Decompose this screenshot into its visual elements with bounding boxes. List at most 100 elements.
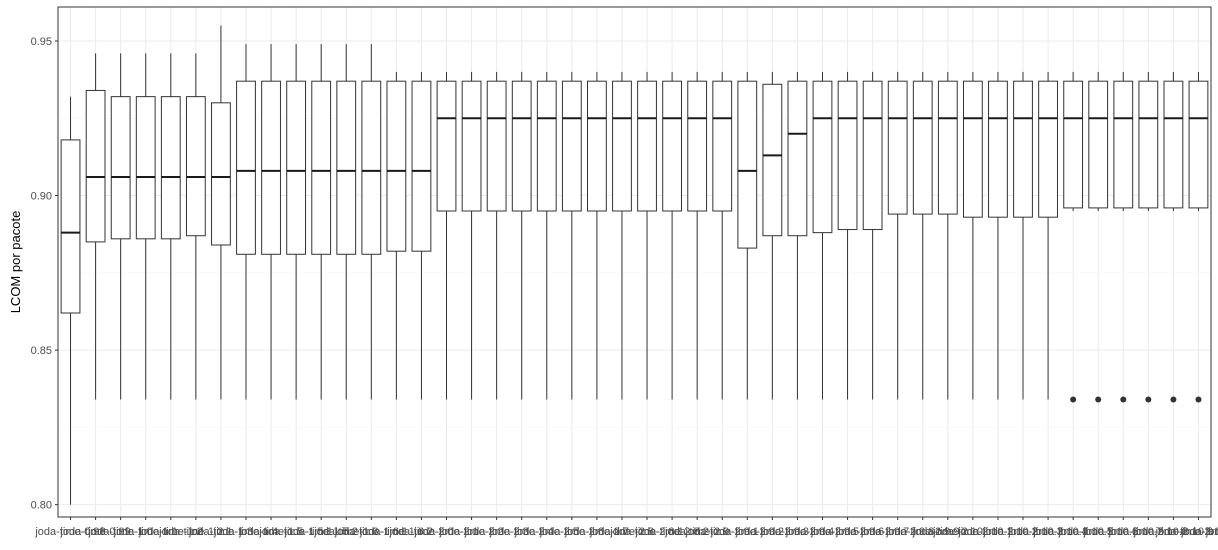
box-body (110, 96, 131, 240)
x-tick-label: joda-time-2.10.11 (1180, 526, 1218, 538)
box-body (486, 80, 507, 212)
box-body (837, 80, 858, 231)
box-13 (361, 44, 382, 400)
x-tick-label: joda-time-2.10.1 (932, 526, 1013, 538)
box-42 (1088, 71, 1109, 403)
x-tick-label: joda-time-2.8 (589, 526, 654, 538)
x-tick-label: joda-time-0.98 (34, 526, 105, 538)
x-tick-label: joda-time-2.9.7 (835, 526, 909, 538)
y-axis-title: LCOM por pacote (8, 211, 23, 314)
box-24 (637, 71, 657, 400)
y-axis: 0.80 0.85 0.90 0.95 (31, 36, 58, 512)
box-15 (411, 71, 432, 400)
box-5 (160, 53, 181, 400)
box-body (461, 80, 482, 212)
x-tick-label: joda-time-0.99 (59, 526, 130, 538)
box-45 (1163, 71, 1184, 403)
box-body (1138, 80, 1159, 209)
box-body (1063, 80, 1084, 209)
box-22 (587, 71, 607, 400)
x-tick-label: joda-time-2.9.8 (860, 526, 934, 538)
box-body (787, 80, 808, 237)
x-tick-label: joda-time-2.9.5 (785, 526, 859, 538)
x-tick-label: joda-time-2.10.3 (982, 526, 1063, 538)
box-43 (1113, 71, 1134, 403)
box-body (436, 80, 457, 212)
box-body (286, 80, 307, 255)
box-body (1113, 80, 1134, 209)
x-tick-label: joda-time-2.10.8 (1108, 526, 1189, 538)
outlier-point (1070, 396, 1077, 403)
box-body (411, 80, 432, 252)
box-body (211, 102, 231, 246)
box-19 (511, 71, 532, 400)
box-body (261, 80, 281, 255)
x-tick-label: joda-time-1.5.1 (258, 526, 332, 538)
x-tick-label: joda-time-2.10.5 (1032, 526, 1113, 538)
x-tick-label: joda-time-2.10 (912, 526, 983, 538)
box-37 (962, 71, 983, 400)
box-39 (1013, 71, 1033, 400)
box-9 (261, 44, 281, 400)
grid-layer (58, 7, 1211, 517)
box-30 (787, 71, 808, 400)
box-layer (60, 25, 1209, 505)
x-tick-label: joda-time-2.2 (438, 526, 503, 538)
box-44 (1138, 71, 1159, 403)
box-body (587, 80, 607, 212)
box-27 (712, 71, 733, 400)
outlier-point (1170, 396, 1177, 403)
box-body (561, 80, 582, 212)
x-tick-label: joda-time-1.0 (88, 526, 153, 538)
box-body (812, 80, 833, 234)
box-2 (85, 53, 106, 400)
outlier-point (1195, 396, 1202, 403)
box-body (1188, 80, 1209, 209)
box-body (160, 96, 181, 240)
box-33 (862, 71, 883, 400)
panel-border (57, 6, 1212, 518)
x-tick-label: joda-time-2.7 (564, 526, 629, 538)
box-body (737, 80, 758, 249)
y-tick-label: 0.85 (31, 345, 52, 357)
x-tick-label: joda-time-1.6.1 (334, 526, 408, 538)
box-29 (762, 71, 783, 400)
box-body (637, 80, 657, 212)
box-46 (1188, 71, 1209, 403)
box-body (85, 89, 106, 243)
box-10 (286, 44, 307, 400)
x-tick-label: joda-time-2.0 (388, 526, 453, 538)
y-tick-label: 0.90 (31, 191, 52, 203)
outlier-point (1095, 396, 1102, 403)
x-tick-label: joda-time-2.10.7 (1083, 526, 1164, 538)
box-body (536, 80, 557, 212)
box-28 (737, 71, 758, 400)
x-tick-label: joda-time-1.6 (313, 526, 378, 538)
box-41 (1063, 71, 1084, 403)
box-body (612, 80, 632, 212)
x-tick-label: joda-time-1.1 (113, 526, 178, 538)
y-tick-label: 0.80 (31, 500, 52, 512)
box-body (962, 80, 983, 218)
box-11 (311, 44, 332, 400)
box-4 (135, 53, 156, 400)
x-tick-label: joda-time-2.10.9 (1133, 526, 1214, 538)
x-tick-label: joda-time-1.2 (138, 526, 203, 538)
box-body (937, 80, 958, 215)
box-body (1088, 80, 1109, 209)
box-body (1163, 80, 1184, 209)
x-tick-label: joda-time-2.9.2 (710, 526, 784, 538)
box-body (60, 139, 81, 314)
x-axis: joda-time-0.98joda-time-0.99joda-time-1.… (34, 517, 1218, 538)
box-body (311, 80, 332, 255)
x-tick-label: joda-time-2.3 (464, 526, 529, 538)
x-tick-label: joda-time-2.9.4 (760, 526, 834, 538)
box-body (1013, 80, 1033, 218)
box-32 (837, 71, 858, 400)
x-tick-label: joda-time-2.8.2 (634, 526, 708, 538)
box-1 (60, 96, 81, 505)
box-body (1038, 80, 1058, 218)
box-35 (912, 71, 933, 400)
box-body (912, 80, 933, 215)
